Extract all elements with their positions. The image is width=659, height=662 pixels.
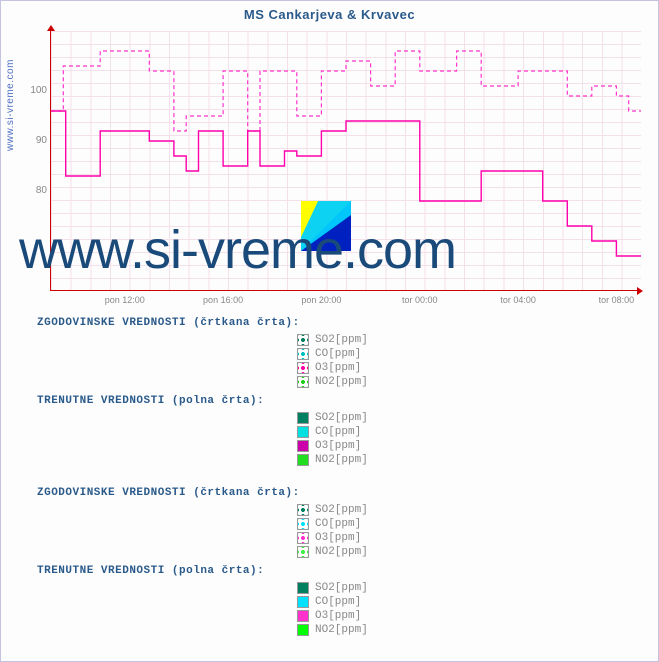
legend-swatch-icon [297, 440, 309, 452]
legend-swatch-icon [297, 504, 309, 516]
legend-label: CO[ppm] [315, 596, 361, 608]
legend-heading: TRENUTNE VREDNOSTI (polna črta): [37, 565, 637, 577]
legend-row: CO[ppm] [297, 425, 637, 439]
legend-items: SO2[ppm] CO[ppm] O3[ppm] NO2[ppm] [37, 581, 637, 637]
legend-label: CO[ppm] [315, 518, 361, 530]
legend-label: SO2[ppm] [315, 412, 368, 424]
y-tick-label: 80 [27, 185, 47, 196]
legend-row: SO2[ppm] [297, 411, 637, 425]
chart-container: MS Cankarjeva & Krvavec www.si-vreme.com… [0, 0, 659, 662]
legend-block: TRENUTNE VREDNOSTI (polna črta): SO2[ppm]… [37, 395, 637, 467]
legend-swatch-icon [297, 546, 309, 558]
legend-swatch-icon [297, 454, 309, 466]
legend-row: O3[ppm] [297, 609, 637, 623]
legend-label: O3[ppm] [315, 362, 361, 374]
x-axis-line [51, 290, 639, 291]
legend-row: CO[ppm] [297, 595, 637, 609]
legend-swatch-icon [297, 348, 309, 360]
legend-label: NO2[ppm] [315, 454, 368, 466]
x-tick-label: tor 04:00 [500, 295, 536, 305]
legend-block: ZGODOVINSKE VREDNOSTI (črtkana črta): SO2… [37, 317, 637, 389]
legend-block: TRENUTNE VREDNOSTI (polna črta): SO2[ppm]… [37, 565, 637, 637]
x-tick-label: tor 08:00 [599, 295, 635, 305]
y-axis-arrow-icon [47, 25, 55, 31]
legend-label: NO2[ppm] [315, 624, 368, 636]
legend-items: SO2[ppm] CO[ppm] O3[ppm] NO2[ppm] [37, 503, 637, 559]
legend-swatch-icon [297, 596, 309, 608]
legend-label: NO2[ppm] [315, 376, 368, 388]
x-tick-label: tor 00:00 [402, 295, 438, 305]
x-tick-label: pon 12:00 [105, 295, 145, 305]
legend-label: O3[ppm] [315, 610, 361, 622]
legend-items: SO2[ppm] CO[ppm] O3[ppm] NO2[ppm] [37, 411, 637, 467]
legend-swatch-icon [297, 334, 309, 346]
y-axis-label: www.si-vreme.com [5, 59, 16, 151]
legend-swatch-icon [297, 610, 309, 622]
legend-swatch-icon [297, 624, 309, 636]
legend-swatch-icon [297, 426, 309, 438]
legend-row: NO2[ppm] [297, 545, 637, 559]
legend-label: SO2[ppm] [315, 504, 368, 516]
legend-row: O3[ppm] [297, 361, 637, 375]
legend-swatch-icon [297, 518, 309, 530]
legend-row: NO2[ppm] [297, 623, 637, 637]
legend-label: NO2[ppm] [315, 546, 368, 558]
legend-row: SO2[ppm] [297, 581, 637, 595]
legend-row: NO2[ppm] [297, 453, 637, 467]
legend-row: CO[ppm] [297, 347, 637, 361]
legend-block: ZGODOVINSKE VREDNOSTI (črtkana črta): SO2… [37, 487, 637, 559]
x-tick-label: pon 20:00 [301, 295, 341, 305]
legend-row: SO2[ppm] [297, 503, 637, 517]
legend-label: SO2[ppm] [315, 582, 368, 594]
legend-heading: ZGODOVINSKE VREDNOSTI (črtkana črta): [37, 487, 637, 499]
legend-label: O3[ppm] [315, 532, 361, 544]
legend-row: NO2[ppm] [297, 375, 637, 389]
chart-title: MS Cankarjeva & Krvavec [1, 1, 658, 22]
y-tick-label: 100 [27, 85, 47, 96]
y-tick-label: 90 [27, 135, 47, 146]
legend-label: O3[ppm] [315, 440, 361, 452]
legend-label: CO[ppm] [315, 348, 361, 360]
x-tick-label: pon 16:00 [203, 295, 243, 305]
watermark-text: www.si-vreme.com [19, 219, 456, 281]
legend-label: CO[ppm] [315, 426, 361, 438]
legend-row: O3[ppm] [297, 531, 637, 545]
legend-swatch-icon [297, 582, 309, 594]
legend-label: SO2[ppm] [315, 334, 368, 346]
legend-heading: ZGODOVINSKE VREDNOSTI (črtkana črta): [37, 317, 637, 329]
legend-swatch-icon [297, 376, 309, 388]
legend-row: CO[ppm] [297, 517, 637, 531]
legend-items: SO2[ppm] CO[ppm] O3[ppm] NO2[ppm] [37, 333, 637, 389]
legend-row: O3[ppm] [297, 439, 637, 453]
legend-heading: TRENUTNE VREDNOSTI (polna črta): [37, 395, 637, 407]
legend-swatch-icon [297, 412, 309, 424]
legend-swatch-icon [297, 532, 309, 544]
legend-row: SO2[ppm] [297, 333, 637, 347]
legend-swatch-icon [297, 362, 309, 374]
series-historic-o3 [51, 51, 641, 131]
x-axis-arrow-icon [637, 287, 643, 295]
